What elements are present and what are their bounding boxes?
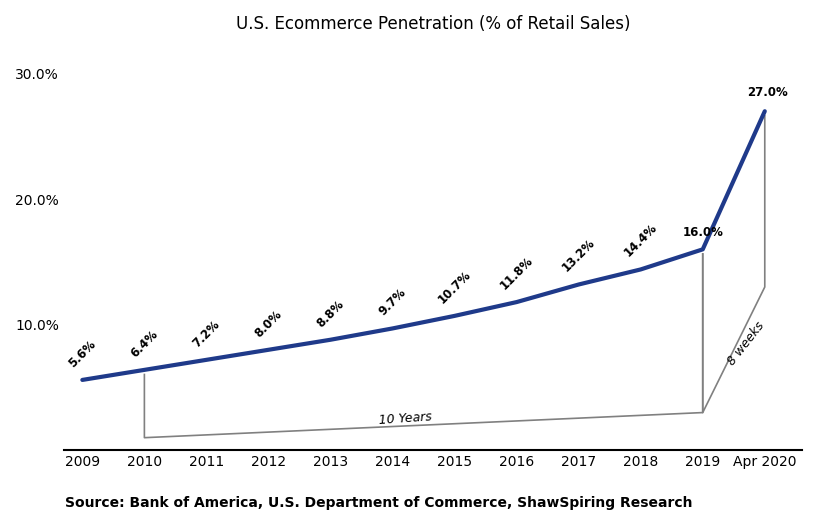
Text: 13.2%: 13.2% xyxy=(560,236,598,274)
Text: 9.7%: 9.7% xyxy=(377,286,408,318)
Text: 10 Years: 10 Years xyxy=(378,410,432,427)
Text: 27.0%: 27.0% xyxy=(748,85,788,99)
Text: 11.8%: 11.8% xyxy=(498,254,536,292)
Text: 5.6%: 5.6% xyxy=(66,337,99,370)
Text: 7.2%: 7.2% xyxy=(190,318,222,350)
Text: 8 weeks: 8 weeks xyxy=(725,319,767,368)
Text: 10.7%: 10.7% xyxy=(435,268,474,306)
Text: 16.0%: 16.0% xyxy=(682,226,723,239)
Text: 8.8%: 8.8% xyxy=(315,297,346,330)
Text: 8.0%: 8.0% xyxy=(252,307,284,340)
Title: U.S. Ecommerce Penetration (% of Retail Sales): U.S. Ecommerce Penetration (% of Retail … xyxy=(235,15,630,33)
Text: 14.4%: 14.4% xyxy=(622,221,660,260)
Text: Source: Bank of America, U.S. Department of Commerce, ShawSpiring Research: Source: Bank of America, U.S. Department… xyxy=(65,496,693,510)
Text: 6.4%: 6.4% xyxy=(128,328,161,360)
